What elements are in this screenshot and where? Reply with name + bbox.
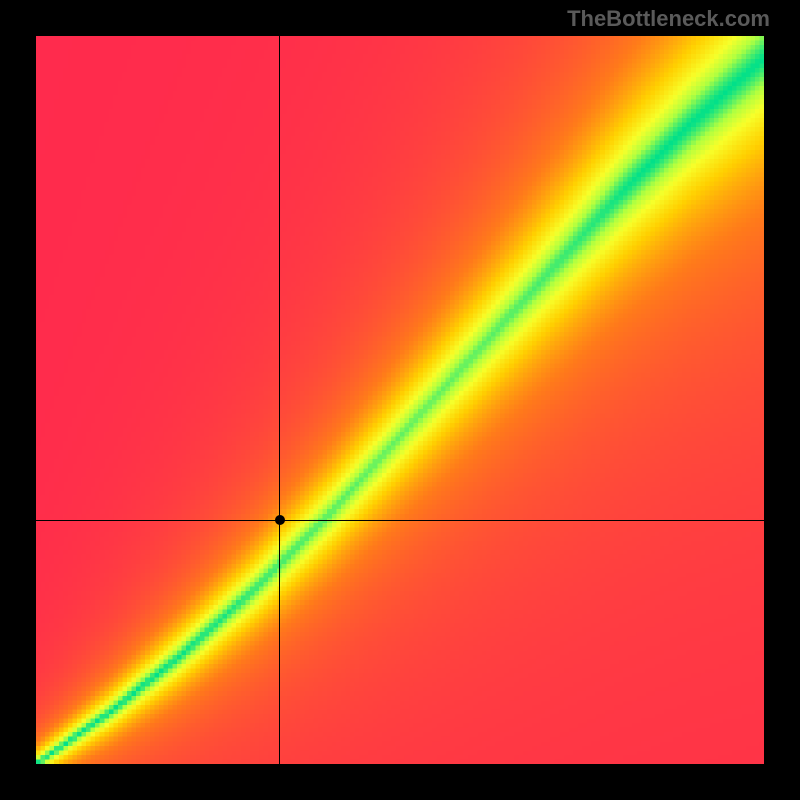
crosshair-vertical xyxy=(279,36,280,764)
crosshair-horizontal xyxy=(36,520,764,521)
watermark-text: TheBottleneck.com xyxy=(567,6,770,32)
heatmap-canvas xyxy=(36,36,764,764)
crosshair-point xyxy=(275,515,285,525)
heatmap-plot xyxy=(36,36,764,764)
